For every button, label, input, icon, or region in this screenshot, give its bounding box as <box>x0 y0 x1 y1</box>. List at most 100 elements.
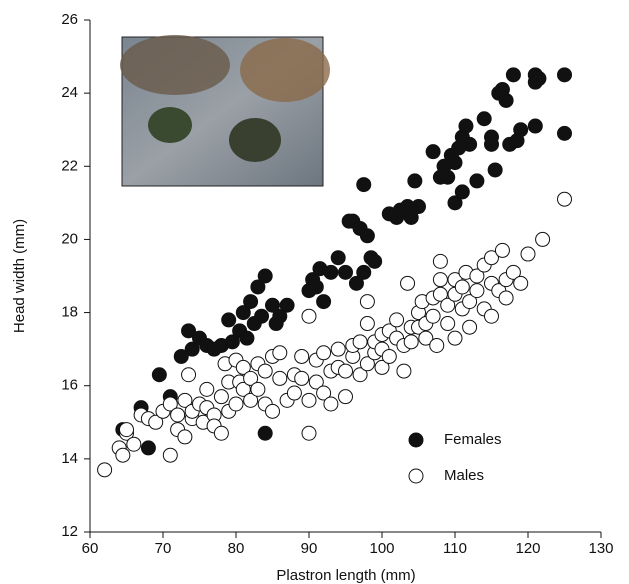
data-point <box>330 341 346 357</box>
data-point <box>520 246 536 262</box>
data-point <box>359 228 375 244</box>
data-point <box>432 253 448 269</box>
data-point <box>243 294 259 310</box>
data-point <box>221 312 237 328</box>
x-tick-label: 90 <box>301 540 318 557</box>
data-point <box>359 316 375 332</box>
data-point <box>213 425 229 441</box>
data-point <box>173 348 189 364</box>
data-point <box>374 359 390 375</box>
data-point <box>505 264 521 280</box>
data-point <box>294 370 310 386</box>
data-point <box>407 173 423 189</box>
data-point <box>235 381 251 397</box>
data-point <box>454 279 470 295</box>
data-point <box>487 162 503 178</box>
data-point <box>199 381 215 397</box>
data-point <box>432 272 448 288</box>
data-point <box>447 155 463 171</box>
data-point <box>257 268 273 284</box>
data-point <box>557 67 572 83</box>
data-point <box>235 359 251 375</box>
data-point <box>348 275 364 291</box>
data-point <box>484 250 499 266</box>
legend-marker <box>408 432 424 448</box>
data-point <box>494 242 510 258</box>
data-point <box>389 312 405 328</box>
data-point <box>97 462 113 478</box>
data-point <box>400 275 416 291</box>
y-tick-label: 24 <box>61 84 78 101</box>
data-point <box>396 363 412 379</box>
data-point <box>367 253 383 269</box>
data-point <box>265 403 280 419</box>
data-point <box>330 250 346 266</box>
data-point <box>454 184 470 200</box>
data-point <box>323 396 339 412</box>
data-point <box>170 407 186 423</box>
data-point <box>440 297 456 313</box>
data-point <box>535 231 551 247</box>
data-point <box>250 279 266 295</box>
y-tick-label: 12 <box>61 523 78 540</box>
y-tick-label: 26 <box>61 11 78 28</box>
data-point <box>115 447 131 463</box>
legend-label: Males <box>444 467 484 484</box>
data-point <box>250 381 266 397</box>
data-point <box>356 264 372 280</box>
y-tick-label: 20 <box>61 230 78 247</box>
x-axis-label: Plastron length (mm) <box>276 567 415 584</box>
data-point <box>279 297 295 313</box>
photo-inset <box>120 35 330 187</box>
data-point <box>498 290 514 306</box>
x-tick-label: 60 <box>82 540 99 557</box>
data-point <box>338 363 353 379</box>
data-point <box>224 334 240 350</box>
y-axis-label: Head width (mm) <box>11 219 28 333</box>
data-point <box>462 136 478 152</box>
data-point <box>286 385 302 401</box>
y-tick-label: 14 <box>61 450 78 467</box>
data-point <box>557 125 572 141</box>
data-point <box>323 264 339 280</box>
data-point <box>403 209 419 225</box>
data-point <box>257 425 273 441</box>
data-point <box>316 294 332 310</box>
data-point <box>484 308 499 324</box>
data-point <box>239 330 255 346</box>
x-tick-label: 70 <box>155 540 172 557</box>
data-point <box>177 392 193 408</box>
data-point <box>228 396 244 412</box>
data-point <box>308 279 324 295</box>
x-tick-label: 100 <box>369 540 394 557</box>
data-point <box>184 341 200 357</box>
data-point <box>338 264 353 280</box>
data-point <box>513 275 529 291</box>
data-point <box>429 337 445 353</box>
data-point <box>316 385 332 401</box>
data-point <box>425 144 441 160</box>
y-tick-label: 18 <box>61 304 78 321</box>
data-point <box>181 323 197 339</box>
data-point <box>126 436 142 452</box>
data-point <box>359 294 375 310</box>
data-point <box>352 367 368 383</box>
data-point <box>243 392 259 408</box>
data-point <box>162 396 178 412</box>
data-point <box>462 319 478 335</box>
data-point <box>476 111 492 127</box>
data-point <box>338 389 353 405</box>
data-point <box>181 367 197 383</box>
data-point <box>359 356 375 372</box>
data-point <box>301 425 317 441</box>
legend-label: Females <box>444 431 502 448</box>
data-point <box>418 330 434 346</box>
data-point <box>316 345 332 361</box>
data-point <box>213 389 229 405</box>
x-tick-label: 130 <box>588 540 613 557</box>
data-point <box>265 297 280 313</box>
data-point <box>301 308 317 324</box>
data-point <box>425 308 441 324</box>
